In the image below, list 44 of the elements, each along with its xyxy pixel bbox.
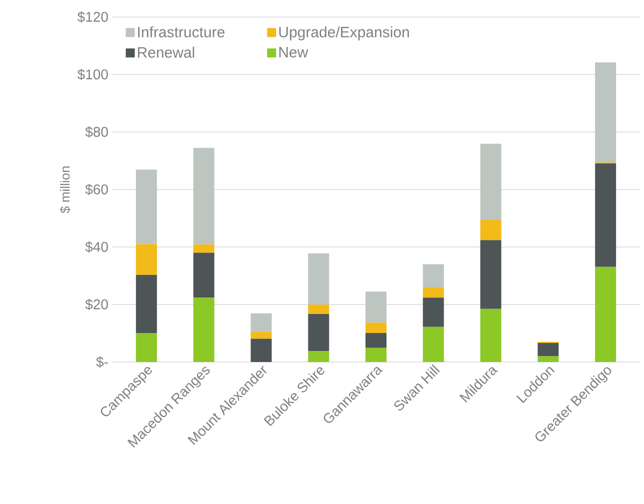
bar	[250, 332, 272, 339]
bar	[595, 266, 616, 362]
y-tick-label: $80	[85, 126, 108, 138]
bar	[365, 332, 386, 348]
bar	[538, 356, 559, 362]
y-tick-label: $20	[85, 298, 108, 310]
bar	[136, 274, 157, 334]
bar	[422, 298, 444, 327]
bar	[308, 253, 330, 305]
y-tick-label: $60	[85, 184, 108, 196]
bar	[538, 343, 559, 356]
y-tick-label: $100	[77, 68, 108, 80]
y-axis-title: $ million	[60, 166, 70, 214]
bar	[250, 338, 272, 362]
bar	[422, 264, 444, 288]
legend-label: Upgrade/Expansion	[279, 26, 409, 40]
y-tick-label: $120	[77, 11, 108, 23]
bar	[365, 292, 386, 323]
legend-label: New	[279, 47, 308, 58]
bar	[136, 244, 157, 275]
bar	[422, 326, 444, 362]
bar	[365, 348, 386, 362]
bar	[595, 163, 616, 267]
y-tick-label: $40	[85, 241, 108, 253]
bar	[136, 170, 157, 244]
y-tick-label: $-	[96, 356, 108, 368]
bar	[480, 240, 502, 309]
bar	[250, 313, 272, 332]
bar	[365, 322, 386, 333]
bar	[480, 308, 502, 362]
bar	[308, 304, 330, 314]
bar	[308, 314, 330, 352]
legend-label: Renewal	[138, 46, 194, 58]
bar	[193, 252, 214, 298]
bar	[193, 298, 214, 362]
bar	[422, 288, 444, 298]
bar	[136, 333, 157, 362]
legend-label: Infrastructure	[138, 26, 224, 38]
bar	[595, 62, 616, 162]
bar	[193, 244, 214, 253]
bar	[193, 148, 214, 244]
bar	[480, 144, 502, 220]
bar	[480, 220, 502, 240]
bar	[308, 351, 330, 362]
